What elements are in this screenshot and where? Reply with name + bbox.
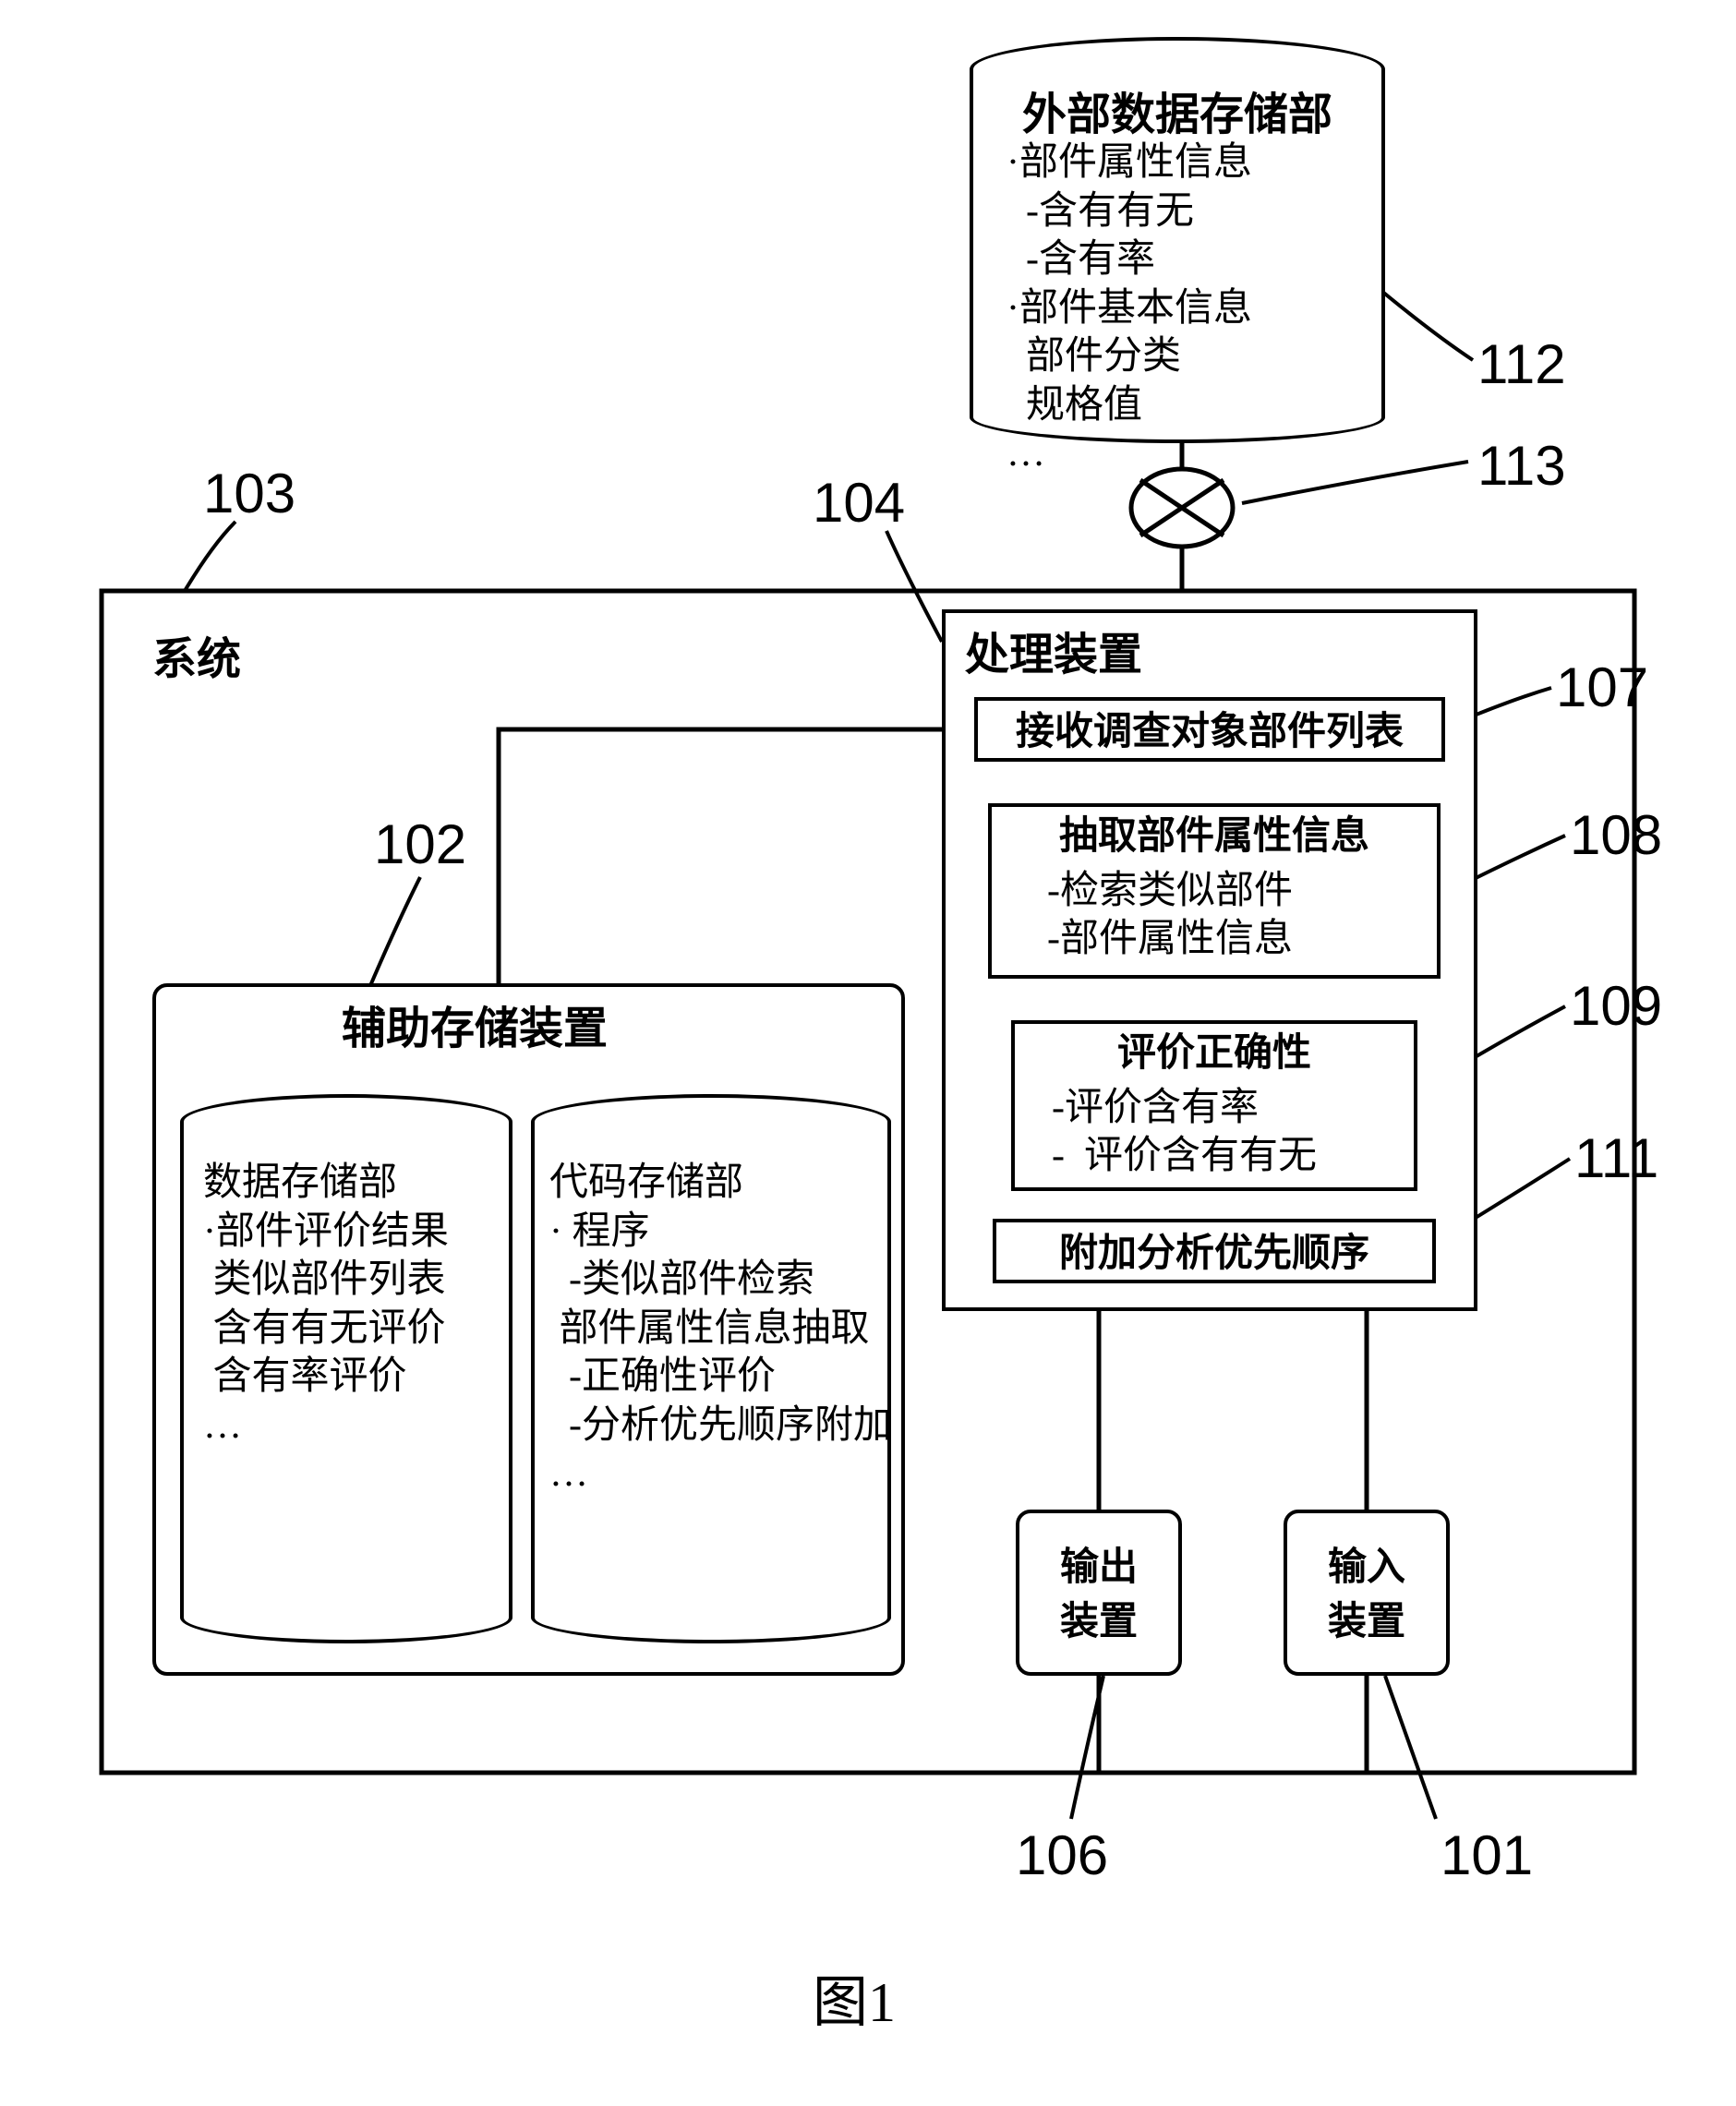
ref-104: 104 [813,471,905,535]
processing-device-label: 处理装置 [965,628,1142,683]
step-108-box: 抽取部件属性信息 -检索类似部件 -部件属性信息 [988,803,1441,979]
output-device-text: 输出 装置 [1019,1513,1178,1650]
ref-106: 106 [1016,1823,1108,1887]
ref-109: 109 [1570,974,1662,1038]
output-device-box: 输出 装置 [1016,1510,1182,1676]
step-111-box: 附加分析优先顺序 [993,1219,1436,1283]
step-109-title: 评价正确性 [1015,1024,1414,1078]
ref-113: 113 [1477,434,1566,498]
ref-108: 108 [1570,803,1662,867]
data-store-lines: 数据存储部 ·部件评价结果 类似部件列表 含有有无评价 含有率评价 … [203,1159,449,1450]
step-108-title: 抽取部件属性信息 [992,807,1437,861]
ref-107: 107 [1556,656,1648,719]
input-device-text: 输入 装置 [1287,1513,1446,1650]
aux-storage-label: 辅助存储装置 [342,1002,608,1057]
step-111-text: 附加分析优先顺序 [996,1222,1432,1279]
system-label: 系统 [152,632,241,688]
ref-102: 102 [374,812,466,876]
step-109-lines: -评价含有率 - 评价含有有无 [1015,1078,1414,1181]
step-108-lines: -检索类似部件 -部件属性信息 [992,861,1437,964]
ref-111: 111 [1574,1126,1658,1190]
input-device-box: 输入 装置 [1284,1510,1450,1676]
ref-103: 103 [203,462,295,525]
ref-101: 101 [1441,1823,1533,1887]
step-109-box: 评价正确性 -评价含有率 - 评价含有有无 [1011,1020,1417,1191]
step-107-text: 接收调查对象部件列表 [978,701,1441,757]
code-store-lines: 代码存储部 · 程序 -类似部件检索 部件属性信息抽取 -正确性评价 -分析优先… [549,1159,892,1498]
external-db-title: 外部数据存储部 [970,88,1385,143]
ref-112: 112 [1477,332,1566,396]
step-107-box: 接收调查对象部件列表 [974,697,1445,762]
figure-caption: 图1 [813,1957,896,2038]
external-db-lines: ·部件属性信息 -含有有无 -含有率 ·部件基本信息 部件分类 规格值 … [1007,138,1252,478]
